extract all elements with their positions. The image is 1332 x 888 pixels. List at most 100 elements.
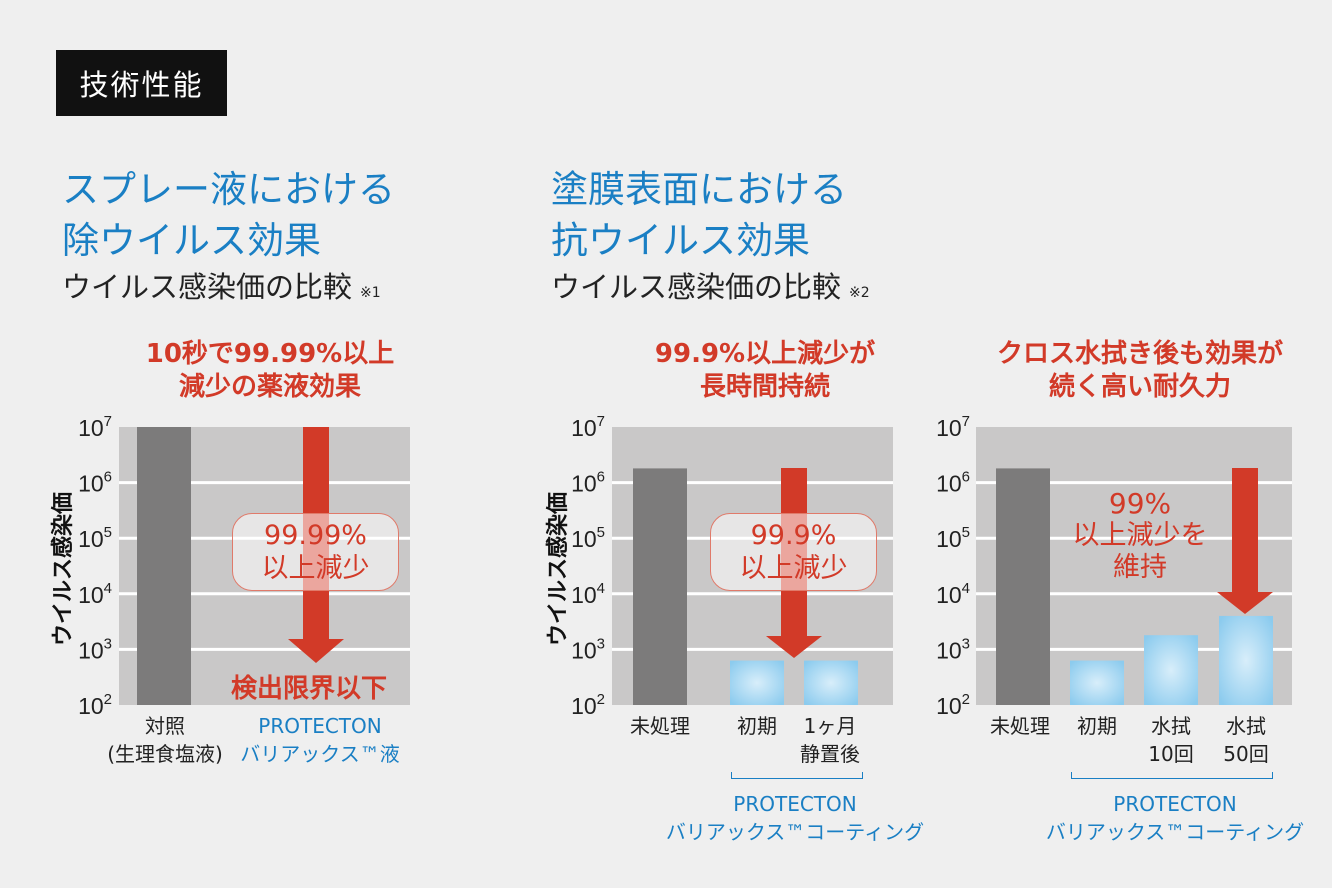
xlabel-line: 未処理	[990, 714, 1050, 738]
y-tick-exponent: 7	[104, 413, 112, 430]
panel2-headline: 99.9%以上減少が 長時間持続	[600, 338, 930, 404]
section1-note: ※1	[360, 285, 381, 301]
panel3-arrow-head	[1217, 592, 1273, 614]
y-tick-exponent: 2	[597, 691, 605, 708]
group-label-line: バリアックス™コーティング	[665, 820, 925, 844]
group-label-line: PROTECTON	[1113, 792, 1237, 816]
panel2-xlabel-untreated: 未処理	[610, 712, 710, 740]
y-tick-label: 105	[571, 524, 605, 552]
panel1-headline-line1: 10秒で99.99%以上	[145, 339, 395, 369]
y-tick-label: 106	[571, 469, 605, 497]
y-tick-label: 104	[571, 580, 605, 608]
xlabel-line: 水拭	[1226, 714, 1266, 738]
y-tick-label: 104	[936, 580, 970, 608]
y-tick-label: 107	[78, 413, 112, 441]
xlabel-line: (生理食塩液)	[107, 742, 223, 766]
panel2-group-bracket	[731, 772, 863, 779]
panel1-callout-line1: 99.99%	[264, 520, 367, 551]
panel2-group-label: PROTECTON バリアックス™コーティング	[655, 790, 935, 846]
y-tick-exponent: 6	[962, 469, 970, 486]
panel1-bottom-note: 検出限界以下	[231, 674, 388, 704]
section2-subtitle-text: ウイルス感染価の比較	[551, 270, 842, 304]
panel2-arrow-head	[766, 636, 822, 658]
y-tick-label: 106	[936, 469, 970, 497]
y-tick-label: 105	[936, 524, 970, 552]
y-tick-exponent: 5	[962, 524, 970, 541]
section1-subtitle: ウイルス感染価の比較 ※1	[62, 264, 381, 306]
panel3-xlabel-untreated: 未処理	[970, 712, 1070, 740]
y-tick-label: 107	[936, 413, 970, 441]
y-tick-exponent: 7	[962, 413, 970, 430]
xlabel-line: 50回	[1223, 742, 1269, 766]
panel3-callout-line1: 99%	[1108, 487, 1172, 520]
y-tick-label: 103	[78, 635, 112, 663]
y-tick-exponent: 5	[597, 524, 605, 541]
y-tick-label: 103	[936, 635, 970, 663]
xlabel-line: バリアックス™液	[240, 742, 400, 766]
y-tick-exponent: 5	[104, 524, 112, 541]
panel1-headline-line2: 減少の薬液効果	[178, 372, 361, 402]
y-tick-exponent: 7	[597, 413, 605, 430]
y-tick-exponent: 3	[962, 635, 970, 652]
y-tick-exponent: 2	[962, 691, 970, 708]
xlabel-line: 初期	[737, 714, 777, 738]
group-label-line: PROTECTON	[733, 792, 857, 816]
y-tick-exponent: 3	[104, 635, 112, 652]
y-tick-label: 105	[78, 524, 112, 552]
xlabel-line: 静置後	[800, 742, 860, 766]
section2-note: ※2	[849, 285, 870, 301]
section2-subtitle: ウイルス感染価の比較 ※2	[551, 264, 870, 306]
panel3-callout-line2: 以上減少を	[1072, 520, 1208, 551]
xlabel-line: 初期	[1077, 714, 1117, 738]
panel3-headline-line1: クロス水拭き後も効果が	[996, 339, 1283, 369]
panel2-callout: 99.9% 以上減少	[710, 513, 877, 591]
xlabel-line: 水拭	[1151, 714, 1191, 738]
y-tick-label: 102	[936, 691, 970, 719]
bar-treated	[730, 660, 784, 705]
bar-treated	[1070, 660, 1124, 705]
y-tick-exponent: 4	[597, 580, 605, 597]
panel3-headline-line2: 続く高い耐久力	[1048, 372, 1231, 402]
y-tick-label: 103	[571, 635, 605, 663]
section2-title: 塗膜表面における 抗ウイルス効果	[551, 164, 847, 266]
section2-title-line2: 抗ウイルス効果	[551, 219, 810, 262]
section2-title-line1: 塗膜表面における	[551, 168, 847, 211]
section-badge: 技術性能	[56, 50, 227, 116]
panel3-arrow-shaft	[1232, 468, 1258, 592]
bar-control	[137, 427, 191, 705]
panel3-xlabel-wipe10: 水拭 10回	[1121, 712, 1221, 768]
y-tick-label: 102	[571, 691, 605, 719]
bar-control	[996, 468, 1050, 705]
group-label-line: バリアックス™コーティング	[1045, 820, 1305, 844]
panel1-callout-line2: 以上減少	[261, 553, 370, 584]
y-tick-label: 104	[78, 580, 112, 608]
bar-treated	[804, 660, 858, 705]
bar-treated	[1144, 635, 1198, 705]
xlabel-line: 対照	[145, 714, 185, 738]
xlabel-line: 1ヶ月	[803, 714, 857, 738]
panel2-xlabel-initial: 初期	[707, 712, 807, 740]
section1-title: スプレー液における 除ウイルス効果	[62, 164, 395, 266]
y-tick-label: 107	[571, 413, 605, 441]
panel3-xlabel-wipe50: 水拭 50回	[1196, 712, 1296, 768]
panel1-arrow-head	[288, 639, 344, 663]
y-tick-label: 106	[78, 469, 112, 497]
panel3-group-bracket	[1071, 772, 1273, 779]
panel2-xlabel-1month: 1ヶ月 静置後	[780, 712, 880, 768]
panel1-xlabel-protecton: PROTECTON バリアックス™液	[230, 712, 410, 768]
panel1-callout: 99.99% 以上減少	[232, 513, 399, 591]
panel3-xlabel-initial: 初期	[1047, 712, 1147, 740]
section1-title-line2: 除ウイルス効果	[62, 219, 321, 262]
xlabel-line: 未処理	[630, 714, 690, 738]
y-tick-exponent: 4	[962, 580, 970, 597]
panel2-callout-line1: 99.9%	[750, 520, 837, 551]
panel1-headline: 10秒で99.99%以上 減少の薬液効果	[105, 338, 435, 404]
y-tick-exponent: 3	[597, 635, 605, 652]
y-tick-exponent: 4	[104, 580, 112, 597]
section1-subtitle-text: ウイルス感染価の比較	[62, 270, 353, 304]
section1-title-line1: スプレー液における	[62, 168, 395, 211]
panel2-callout-line2: 以上減少	[739, 553, 848, 584]
panel3-group-label: PROTECTON バリアックス™コーティング	[1035, 790, 1315, 846]
bar-treated	[1219, 615, 1273, 705]
y-tick-exponent: 6	[597, 469, 605, 486]
